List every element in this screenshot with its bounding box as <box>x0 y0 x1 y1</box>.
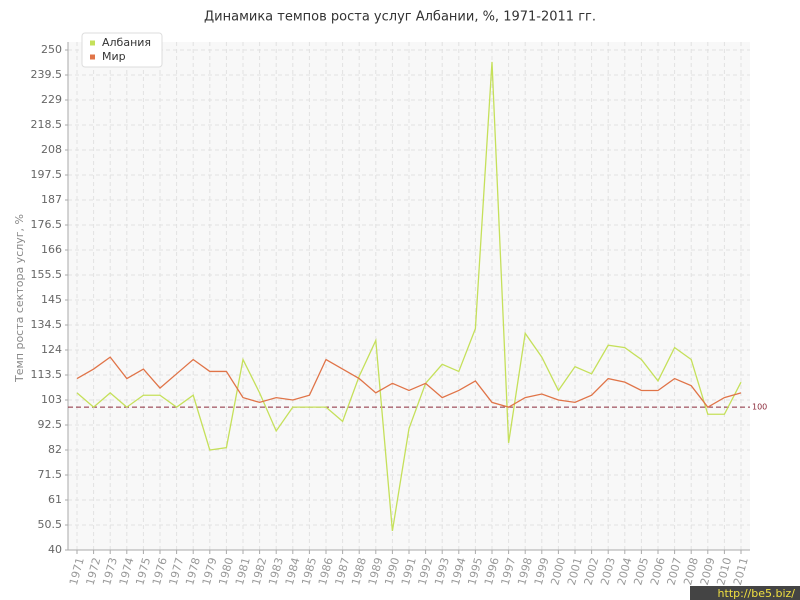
y-tick-label: 155.5 <box>31 268 63 281</box>
y-tick-label: 82 <box>48 443 62 456</box>
y-tick-label: 134.5 <box>31 318 63 331</box>
y-tick-label: 166 <box>41 243 62 256</box>
y-tick-label: 187 <box>41 193 62 206</box>
y-tick-label: 92.5 <box>38 418 63 431</box>
y-tick-label: 40 <box>48 543 62 556</box>
legend-label: Албания <box>102 36 151 49</box>
y-tick-label: 103 <box>41 393 62 406</box>
y-tick-label: 208 <box>41 143 62 156</box>
reference-label: 100 <box>752 403 767 412</box>
y-tick-label: 124 <box>41 343 62 356</box>
y-tick-label: 239.5 <box>31 68 63 81</box>
legend-label: Мир <box>102 50 126 63</box>
y-tick-label: 218.5 <box>31 118 63 131</box>
y-tick-label: 61 <box>48 493 62 506</box>
y-tick-label: 113.5 <box>31 368 63 381</box>
y-tick-label: 176.5 <box>31 218 63 231</box>
legend-marker <box>90 54 95 60</box>
watermark: http://be5.biz/ <box>718 587 796 600</box>
chart-title: Динамика темпов роста услуг Албании, %, … <box>204 10 596 25</box>
y-tick-label: 197.5 <box>31 168 63 181</box>
y-tick-label: 145 <box>41 293 62 306</box>
watermark-bg <box>690 586 800 600</box>
y-tick-label: 250 <box>41 43 62 56</box>
legend-box <box>81 32 163 68</box>
legend-marker <box>90 40 95 46</box>
series-line <box>76 356 742 408</box>
series-line <box>76 61 742 532</box>
y-tick-label: 71.5 <box>38 468 63 481</box>
y-tick-label: 229 <box>41 93 62 106</box>
y-axis-label: Темп роста сектора услуг, % <box>13 214 26 383</box>
y-tick-label: 50.5 <box>38 518 63 531</box>
x-tick-label: 2011 <box>731 556 751 586</box>
